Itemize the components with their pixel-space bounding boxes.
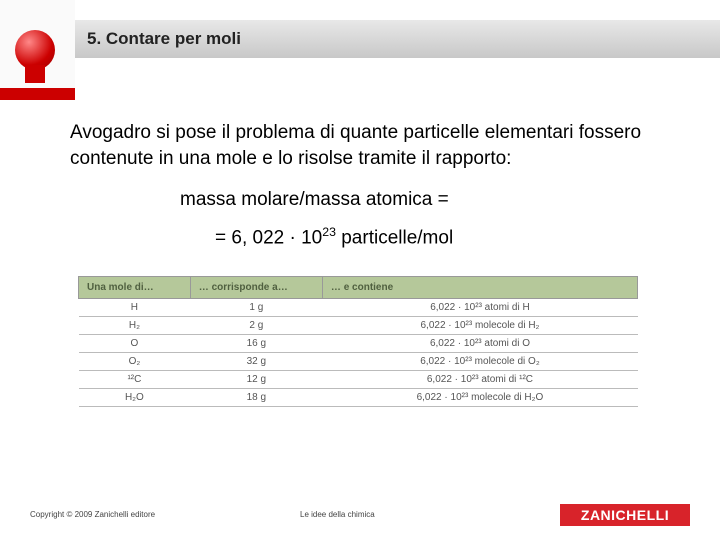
gumball-icon <box>15 30 55 70</box>
table-row: H₂O18 g6,022 · 10²³ molecole di H₂O <box>79 388 638 406</box>
table-header: … e contiene <box>322 276 637 298</box>
table-header-row: Una mole di… … corrisponde a… … e contie… <box>79 276 638 298</box>
formula-line-1: massa molare/massa atomica = <box>70 189 670 211</box>
footer-subtitle: Le idee della chimica <box>300 510 375 519</box>
mole-table: Una mole di… … corrisponde a… … e contie… <box>78 276 638 407</box>
publisher-logo: ZANICHELLI <box>560 504 690 526</box>
table-header: Una mole di… <box>79 276 191 298</box>
table-row: H₂2 g6,022 · 10²³ molecole di H₂ <box>79 316 638 334</box>
body-paragraph: Avogadro si pose il problema di quante p… <box>70 120 670 171</box>
slide-header: 5. Contare per moli <box>0 0 720 100</box>
formula-line-2: = 6, 022 · 1023 particelle/mol <box>70 225 670 249</box>
table-row: O16 g6,022 · 10²³ atomi di O <box>79 334 638 352</box>
slide-title: 5. Contare per moli <box>87 29 241 49</box>
copyright-text: Copyright © 2009 Zanichelli editore <box>30 510 155 519</box>
table-header: … corrisponde a… <box>190 276 322 298</box>
header-graphic <box>0 0 75 100</box>
table-row: O₂32 g6,022 · 10²³ molecole di O₂ <box>79 352 638 370</box>
slide-footer: Copyright © 2009 Zanichelli editore Le i… <box>0 502 720 526</box>
red-strip <box>0 88 75 100</box>
table-row: ¹²C12 g6,022 · 10²³ atomi di ¹²C <box>79 370 638 388</box>
gumball-base-icon <box>25 65 45 83</box>
table-row: H1 g6,022 · 10²³ atomi di H <box>79 298 638 316</box>
slide-content: Avogadro si pose il problema di quante p… <box>0 100 720 407</box>
table-body: H1 g6,022 · 10²³ atomi di H H₂2 g6,022 ·… <box>79 298 638 406</box>
title-bar: 5. Contare per moli <box>75 20 720 58</box>
